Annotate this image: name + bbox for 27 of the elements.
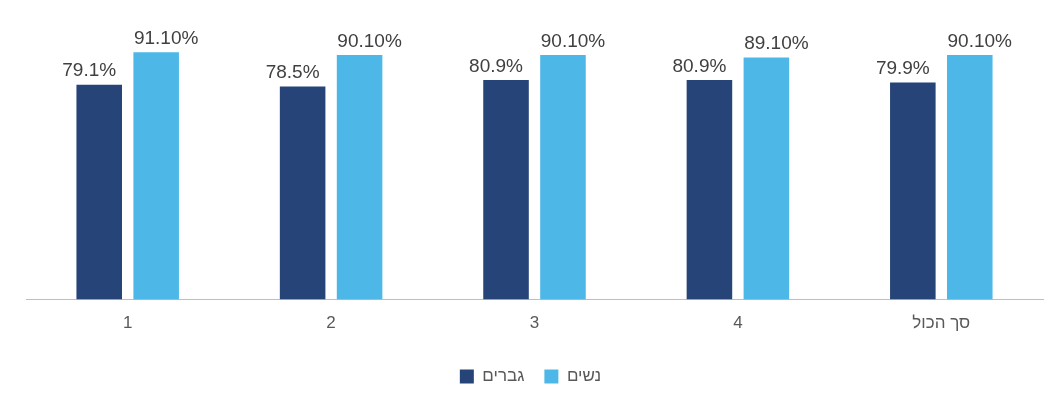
x-tick-label: 3 [529,313,540,333]
data-label: 80.9% [672,54,727,76]
legend-label: נשים [566,366,602,386]
bar [540,54,586,300]
bar [483,79,529,300]
data-label: 79.9% [875,57,930,79]
bar [686,79,733,300]
data-label: 90.10% [337,29,402,51]
bar [743,57,790,300]
x-tick-label: סך הכול [912,313,971,333]
x-tick-label: 1 [122,313,133,333]
data-label: 90.10% [540,29,606,51]
legend-label: גברים [482,366,525,386]
x-tick-label: 4 [733,313,743,333]
bar [336,54,383,300]
data-label: 89.10% [744,32,809,54]
bar [947,54,993,300]
bar [279,86,326,300]
x-tick-label: 2 [326,313,336,333]
bar [890,82,936,300]
data-label: 78.5% [265,61,320,83]
bar [76,84,123,300]
data-label: 90.10% [947,29,1013,51]
bar [133,52,179,300]
data-label: 91.10% [133,26,199,48]
data-label: 79.1% [62,59,117,81]
data-label: 80.9% [469,54,524,76]
